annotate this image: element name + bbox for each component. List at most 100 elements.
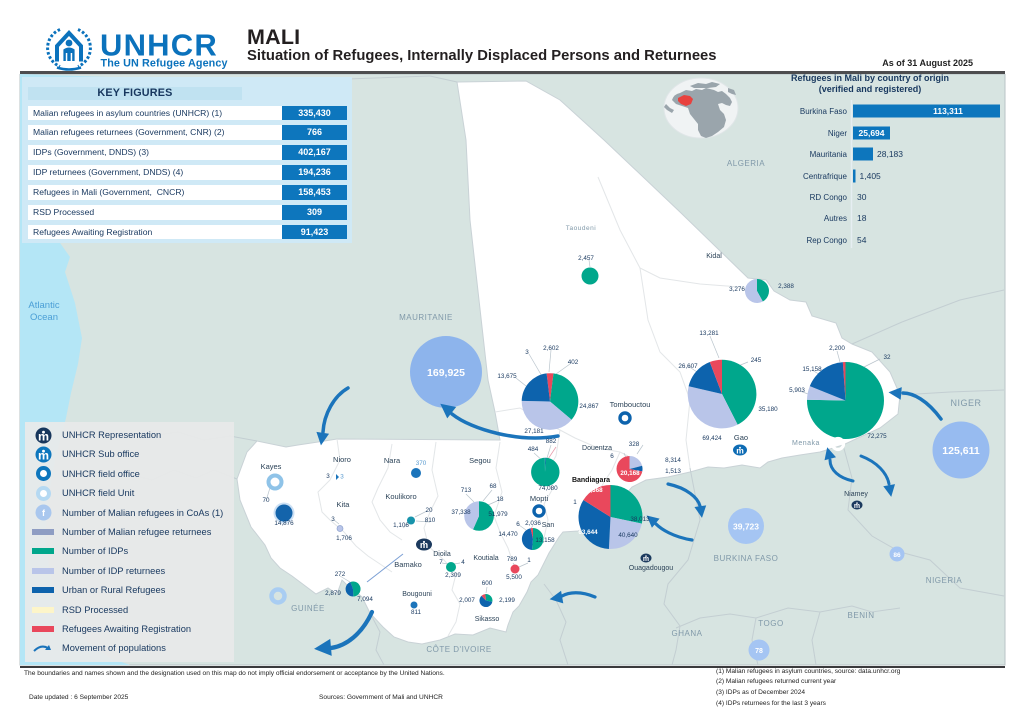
svg-text:3: 3 [525,349,529,356]
svg-text:245: 245 [751,357,762,364]
svg-text:Kita: Kita [337,500,351,509]
svg-text:NIGER: NIGER [950,398,981,408]
svg-text:113,311: 113,311 [933,106,963,116]
svg-text:713: 713 [461,487,472,494]
svg-text:Ouagadougou: Ouagadougou [629,565,673,572]
svg-text:GHANA: GHANA [672,629,703,638]
svg-text:RD Congo: RD Congo [810,193,848,202]
svg-text:3: 3 [340,474,344,481]
svg-text:m: m [643,556,649,563]
svg-text:Burkina Faso: Burkina Faso [800,107,848,116]
svg-text:Niger: Niger [828,129,847,138]
svg-text:30: 30 [857,192,867,202]
svg-text:2,388: 2,388 [778,283,794,290]
svg-text:1,106: 1,106 [393,522,409,529]
svg-text:13,158: 13,158 [535,537,555,544]
svg-text:13,281: 13,281 [699,330,719,337]
svg-text:2,602: 2,602 [543,345,559,352]
svg-text:5,500: 5,500 [506,574,522,581]
svg-text:74,080: 74,080 [538,485,558,492]
svg-text:15,158: 15,158 [802,366,822,373]
svg-text:Dioila: Dioila [433,551,451,558]
svg-text:Koutiala: Koutiala [473,555,498,562]
svg-text:m: m [37,448,48,462]
svg-text:f: f [42,508,46,518]
svg-text:5,903: 5,903 [789,387,805,394]
svg-text:169,925: 169,925 [427,367,465,379]
svg-text:86: 86 [893,552,901,559]
svg-text:28,183: 28,183 [877,149,903,159]
svg-text:m: m [420,540,428,550]
svg-text:2,036: 2,036 [525,520,541,527]
svg-text:Centrafrique: Centrafrique [803,172,848,181]
svg-text:Sikasso: Sikasso [475,616,500,623]
svg-text:78: 78 [755,648,763,655]
svg-text:35,180: 35,180 [758,406,778,413]
svg-text:402: 402 [568,359,579,366]
svg-text:Bandiagara: Bandiagara [572,477,610,484]
svg-text:18: 18 [496,496,504,503]
svg-text:San: San [542,522,555,529]
svg-text:6: 6 [610,453,614,460]
svg-text:26,607: 26,607 [678,363,698,370]
svg-text:m: m [37,429,48,443]
svg-text:20,168: 20,168 [620,470,640,477]
svg-text:Nioro: Nioro [333,455,351,464]
svg-text:UNHCR: UNHCR [100,28,218,63]
svg-text:14,876: 14,876 [274,520,294,527]
svg-text:13,675: 13,675 [497,373,517,380]
svg-text:37,338: 37,338 [451,509,471,516]
svg-text:72,275: 72,275 [867,433,887,440]
svg-text:NIGERIA: NIGERIA [926,576,963,585]
svg-text:68: 68 [489,483,497,490]
svg-text:69,424: 69,424 [702,435,722,442]
svg-text:1: 1 [527,557,531,564]
svg-text:370: 370 [416,460,427,467]
svg-text:20: 20 [425,507,433,514]
svg-text:811: 811 [411,609,422,616]
svg-text:Refugees in Mali by country of: Refugees in Mali by country of origin [791,73,949,83]
svg-text:Nara: Nara [384,456,401,465]
svg-text:24,867: 24,867 [579,403,599,410]
svg-text:Kidal: Kidal [706,253,722,260]
svg-text:3,276: 3,276 [729,286,745,293]
svg-text:54: 54 [857,235,867,245]
svg-text:BENIN: BENIN [848,611,875,620]
svg-text:Menaka: Menaka [792,440,820,447]
svg-text:38,013: 38,013 [630,516,650,523]
svg-text:Atlantic: Atlantic [28,300,59,311]
svg-text:328: 328 [629,441,640,448]
svg-text:(verified and registered): (verified and registered) [819,84,922,94]
svg-text:Niamey: Niamey [844,491,868,498]
svg-text:Bamako: Bamako [394,560,422,569]
svg-text:789: 789 [507,556,518,563]
svg-text:Tombouctou: Tombouctou [610,400,651,409]
svg-text:1,706: 1,706 [336,535,352,542]
svg-text:Segou: Segou [469,456,491,465]
svg-text:2,007: 2,007 [459,597,475,604]
svg-text:m: m [854,503,860,510]
svg-text:7: 7 [439,559,443,566]
svg-text:7,094: 7,094 [357,596,373,603]
svg-text:2,200: 2,200 [829,345,845,352]
svg-text:3: 3 [326,473,330,480]
svg-text:1,513: 1,513 [665,468,681,475]
svg-text:810: 810 [425,517,436,524]
svg-text:TOGO: TOGO [758,619,783,628]
svg-text:2,309: 2,309 [445,572,461,579]
svg-text:40,640: 40,640 [618,532,638,539]
svg-text:600: 600 [482,580,493,587]
svg-text:Mopti: Mopti [530,494,549,503]
svg-text:27,181: 27,181 [524,428,544,435]
svg-text:MAURITANIE: MAURITANIE [399,313,453,322]
svg-text:CÔTE D'IVOIRE: CÔTE D'IVOIRE [426,645,491,654]
svg-text:125,611: 125,611 [942,445,980,457]
svg-text:Koulikoro: Koulikoro [385,492,416,501]
svg-text:51,979: 51,979 [488,511,508,518]
svg-text:1,405: 1,405 [860,171,882,181]
svg-text:Gao: Gao [734,433,748,442]
svg-text:484: 484 [528,446,539,453]
svg-text:2,879: 2,879 [325,590,341,597]
svg-text:1: 1 [573,499,577,506]
svg-text:ALGERIA: ALGERIA [727,159,765,168]
